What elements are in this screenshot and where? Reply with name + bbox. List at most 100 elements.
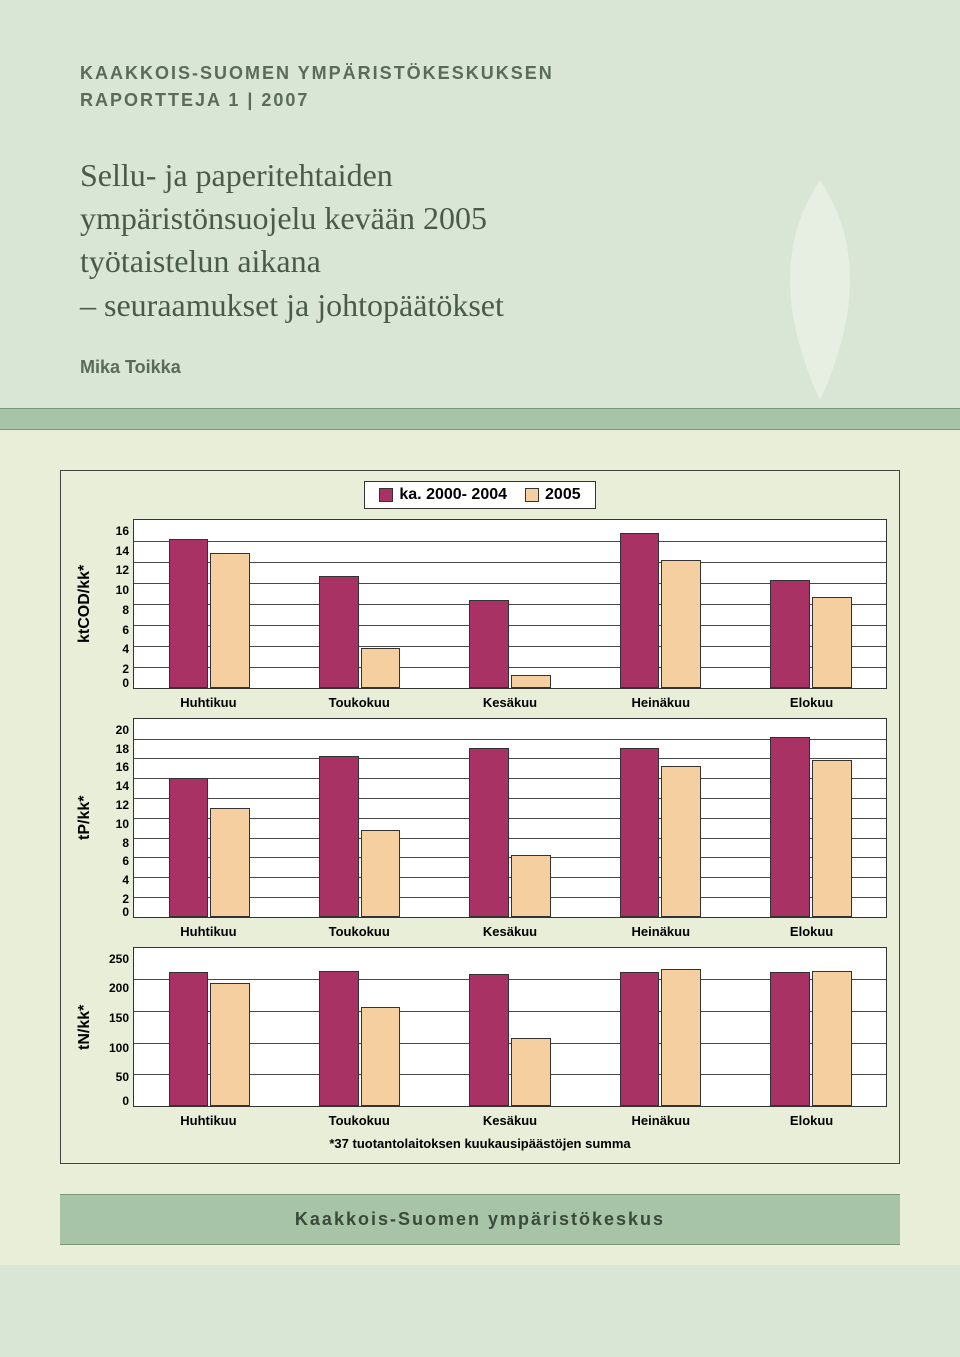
bar-series-b	[661, 560, 701, 688]
bar-series-a	[620, 972, 660, 1106]
legend-row: ka. 2000- 2004 2005	[73, 481, 887, 509]
bar-group	[435, 520, 585, 688]
bar-series-a	[770, 737, 810, 917]
y-tick-label: 8	[97, 604, 129, 616]
y-axis-ticks: 1614121086420	[97, 519, 133, 689]
y-tick-label: 150	[97, 1012, 129, 1024]
y-tick-label: 14	[97, 545, 129, 557]
x-tick-label: Heinäkuu	[585, 695, 736, 710]
leaf-decoration-icon	[740, 180, 900, 400]
bar-series-a	[319, 756, 359, 916]
x-tick-label: Huhtikuu	[133, 1113, 284, 1128]
bar-series-b	[812, 971, 852, 1106]
bar-group	[585, 948, 735, 1106]
x-tick-label: Heinäkuu	[585, 924, 736, 939]
plot-box	[133, 947, 887, 1107]
legend-item: 2005	[525, 486, 581, 504]
y-tick-label: 0	[97, 906, 129, 918]
bar-series-a	[620, 748, 660, 916]
bar-group	[284, 520, 434, 688]
legend-swatch	[379, 488, 393, 502]
y-tick-label: 10	[97, 584, 129, 596]
plot-box	[133, 519, 887, 689]
bar-series-b	[661, 969, 701, 1106]
y-axis-ticks: 250 200 150 100 50 0	[97, 947, 133, 1107]
bar-group	[585, 520, 735, 688]
x-tick-label: Toukokuu	[284, 695, 435, 710]
x-tick-label: Toukokuu	[284, 924, 435, 939]
bar-series-a	[770, 580, 810, 688]
bar-group	[435, 719, 585, 917]
bar-series-a	[469, 748, 509, 916]
legend-swatch	[525, 488, 539, 502]
x-tick-label: Heinäkuu	[585, 1113, 736, 1128]
divider-band	[0, 408, 960, 430]
bars-layer	[134, 719, 886, 917]
y-tick-label: 0	[97, 1095, 129, 1107]
x-axis-labels: HuhtikuuToukokuuKesäkuuHeinäkuuElokuu	[133, 695, 887, 710]
y-tick-label: 8	[97, 837, 129, 849]
x-tick-label: Huhtikuu	[133, 924, 284, 939]
y-tick-label: 100	[97, 1042, 129, 1054]
x-tick-label: Kesäkuu	[435, 695, 586, 710]
x-tick-label: Elokuu	[736, 695, 887, 710]
bar-group	[134, 520, 284, 688]
bar-group	[736, 948, 886, 1106]
chart-ylabel: ktCOD/kk*	[73, 519, 97, 689]
bar-series-a	[169, 972, 209, 1106]
bar-series-b	[812, 597, 852, 687]
y-tick-label: 2	[97, 663, 129, 675]
bar-series-a	[469, 600, 509, 688]
y-tick-label: 6	[97, 624, 129, 636]
y-tick-label: 18	[97, 743, 129, 755]
bar-group	[435, 948, 585, 1106]
series-title: KAAKKOIS-SUOMEN YMPÄRISTÖKESKUKSEN RAPOR…	[80, 60, 880, 114]
plot-row: 1614121086420	[97, 519, 887, 689]
bar-series-a	[169, 778, 209, 917]
bar-series-a	[169, 539, 209, 688]
bar-series-b	[511, 1038, 551, 1106]
y-axis-ticks: 20181614121086420	[97, 718, 133, 918]
y-tick-label: 200	[97, 982, 129, 994]
y-tick-label: 4	[97, 643, 129, 655]
bar-series-b	[361, 830, 401, 917]
bar-series-b	[210, 553, 250, 687]
y-tick-label: 14	[97, 780, 129, 792]
header-section: KAAKKOIS-SUOMEN YMPÄRISTÖKESKUKSEN RAPOR…	[0, 0, 960, 408]
x-axis-labels: HuhtikuuToukokuuKesäkuuHeinäkuuElokuu	[133, 1113, 887, 1128]
bar-series-a	[770, 972, 810, 1106]
chart: ktCOD/kk*1614121086420HuhtikuuToukokuuKe…	[73, 519, 887, 710]
charts-section: ka. 2000- 2004 2005 ktCOD/kk* 16 14 12 10 8 6 4 2…	[0, 430, 960, 1265]
bar-series-b	[812, 760, 852, 916]
y-tick-label: 20	[97, 724, 129, 736]
bar-group	[134, 719, 284, 917]
bar-series-a	[319, 971, 359, 1106]
bar-series-a	[620, 533, 660, 687]
charts-host: ktCOD/kk*1614121086420HuhtikuuToukokuuKe…	[73, 519, 887, 1128]
bar-series-b	[661, 766, 701, 916]
x-tick-label: Toukokuu	[284, 1113, 435, 1128]
bar-group	[585, 719, 735, 917]
x-tick-label: Elokuu	[736, 1113, 887, 1128]
y-tick-label: 16	[97, 761, 129, 773]
bar-group	[736, 520, 886, 688]
chart-area: 1614121086420HuhtikuuToukokuuKesäkuuHein…	[97, 519, 887, 710]
chart-ylabel: tP/kk*	[73, 718, 97, 918]
plot-row: 20181614121086420	[97, 718, 887, 918]
bar-series-b	[511, 675, 551, 688]
y-tick-label: 50	[97, 1071, 129, 1083]
legend-label: ka. 2000- 2004	[399, 486, 507, 504]
bar-series-b	[361, 1007, 401, 1106]
bar-series-b	[210, 808, 250, 917]
x-axis-labels: HuhtikuuToukokuuKesäkuuHeinäkuuElokuu	[133, 924, 887, 939]
chart: tN/kk*250200150100500HuhtikuuToukokuuKes…	[73, 947, 887, 1128]
y-tick-label: 12	[97, 799, 129, 811]
chart-footnote: *37 tuotantolaitoksen kuukausipäästöjen …	[73, 1136, 887, 1151]
y-tick-label: 10	[97, 818, 129, 830]
footer-band: Kaakkois-Suomen ympäristökeskus	[60, 1194, 900, 1245]
y-tick-label: 250	[97, 953, 129, 965]
y-tick-label: 12	[97, 564, 129, 576]
x-tick-label: Huhtikuu	[133, 695, 284, 710]
series-line-1: KAAKKOIS-SUOMEN YMPÄRISTÖKESKUKSEN	[80, 60, 880, 87]
plot-row: 250 200 150 100 50 0	[97, 947, 887, 1107]
